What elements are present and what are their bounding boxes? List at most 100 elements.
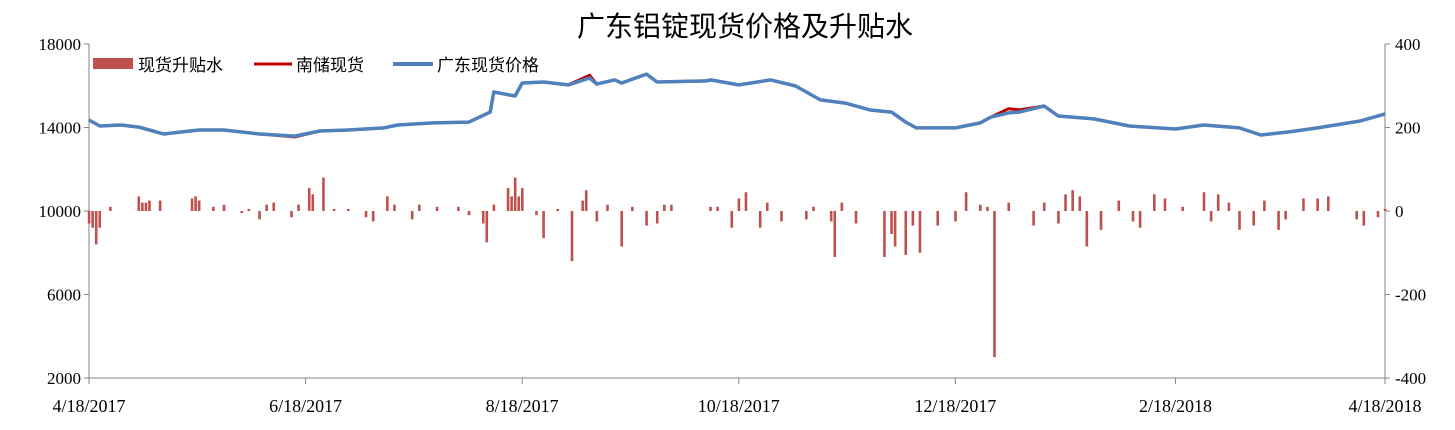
x-tick-label: 8/18/2017	[486, 396, 559, 416]
x-tick-label: 10/18/2017	[698, 396, 780, 416]
premium-bar	[492, 204, 496, 211]
price-lines	[88, 72, 1386, 139]
premium-bar	[758, 211, 762, 228]
premium-bar	[297, 204, 300, 211]
premium-bar	[435, 206, 439, 211]
premium-bar	[240, 211, 244, 214]
premium-bar	[212, 206, 215, 211]
premium-bar	[1376, 211, 1380, 218]
premium-bar	[954, 211, 957, 222]
premium-bar	[481, 211, 485, 224]
premium-bar	[1032, 211, 1035, 226]
premium-bar	[109, 206, 112, 211]
premium-bar	[883, 211, 886, 257]
premium-bar	[1209, 211, 1213, 222]
axes: 2000 6000 10000 14000 18000 -400 -200 0 200 400 4/…	[39, 35, 1427, 416]
premium-bar	[485, 211, 489, 243]
x-tick-label: 4/18/2017	[52, 396, 125, 416]
premium-bar	[936, 211, 940, 226]
premium-bar	[137, 196, 141, 211]
premium-bar	[979, 204, 982, 211]
premium-bar	[290, 211, 293, 218]
premium-bar	[1085, 211, 1089, 247]
premium-bar	[510, 196, 513, 211]
premium-bar	[94, 211, 98, 245]
premium-bar	[595, 211, 599, 222]
premium-bar	[393, 204, 396, 211]
premium-bar	[332, 208, 336, 211]
premium-bar	[272, 202, 276, 211]
premium-bar	[1277, 211, 1280, 230]
premium-bar	[744, 192, 748, 211]
premium-bar	[197, 200, 201, 211]
premium-bar	[1117, 200, 1121, 211]
premium-bar	[655, 211, 659, 224]
premium-bar	[1042, 202, 1046, 211]
premium-bar	[418, 204, 421, 211]
premium-bar	[1153, 194, 1156, 211]
x-tick-label: 4/18/2018	[1348, 396, 1421, 416]
premium-bar	[1216, 194, 1220, 211]
right-tick-label: 400	[1395, 35, 1421, 54]
legend-label-guangdong: 广东现货价格	[437, 56, 539, 76]
right-tick-label: -200	[1395, 286, 1426, 305]
chart-title: 广东铝锭现货价格及升贴水	[577, 10, 913, 43]
premium-bar	[506, 188, 510, 211]
left-tick-label: 18000	[39, 35, 82, 54]
legend-label-nanchu: 南储现货	[296, 56, 364, 76]
premium-bar	[904, 211, 908, 255]
premium-bar	[1064, 194, 1067, 211]
premium-bar	[467, 211, 471, 216]
premium-bar	[584, 190, 588, 211]
premium-bar	[513, 177, 517, 211]
premium-bar	[765, 202, 769, 211]
premium-bar	[663, 204, 666, 211]
premium-bar	[1383, 208, 1387, 211]
premium-bar	[854, 211, 858, 224]
premium-bar	[780, 211, 783, 222]
x-tick-label: 2/18/2018	[1139, 396, 1212, 416]
x-tick-label: 6/18/2017	[269, 396, 342, 416]
premium-bar	[1007, 202, 1011, 211]
premium-bar	[1284, 211, 1287, 220]
premium-bar	[194, 196, 197, 211]
premium-bar	[1163, 198, 1167, 211]
premium-bar	[371, 211, 375, 222]
left-tick-label: 14000	[39, 119, 82, 138]
premium-bar	[144, 202, 148, 211]
premium-bar	[364, 211, 368, 218]
premium-bar	[893, 211, 897, 247]
premium-bar	[457, 206, 460, 211]
legend-swatch-premium	[93, 58, 133, 69]
premium-bar	[1316, 198, 1319, 211]
premium-bar	[1078, 196, 1082, 211]
premium-bar	[520, 188, 524, 211]
premium-bar	[805, 211, 808, 220]
left-tick-label: 2000	[47, 369, 81, 388]
premium-bar	[1131, 211, 1135, 222]
premium-bar	[190, 198, 194, 211]
left-tick-label: 6000	[47, 286, 81, 305]
premium-bar	[1263, 200, 1266, 211]
premium-bar	[158, 200, 162, 211]
premium-bar	[148, 200, 151, 211]
premium-bar	[631, 206, 634, 211]
premium-bar	[918, 211, 922, 253]
premium-bar	[517, 196, 521, 211]
premium-bar	[1362, 211, 1366, 226]
legend-label-premium: 现货升贴水	[138, 56, 223, 76]
premium-bar	[581, 200, 584, 211]
premium-bars	[87, 177, 1387, 358]
premium-bar	[1071, 190, 1074, 211]
premium-bar	[222, 204, 226, 211]
premium-bar	[535, 211, 538, 216]
premium-bar	[606, 204, 609, 211]
premium-bar	[87, 211, 91, 224]
premium-bar	[141, 202, 144, 211]
premium-bar	[1202, 192, 1206, 211]
premium-bar	[730, 211, 734, 228]
premium-bar	[890, 211, 893, 234]
premium-bar	[307, 188, 311, 211]
premium-bar	[542, 211, 545, 239]
